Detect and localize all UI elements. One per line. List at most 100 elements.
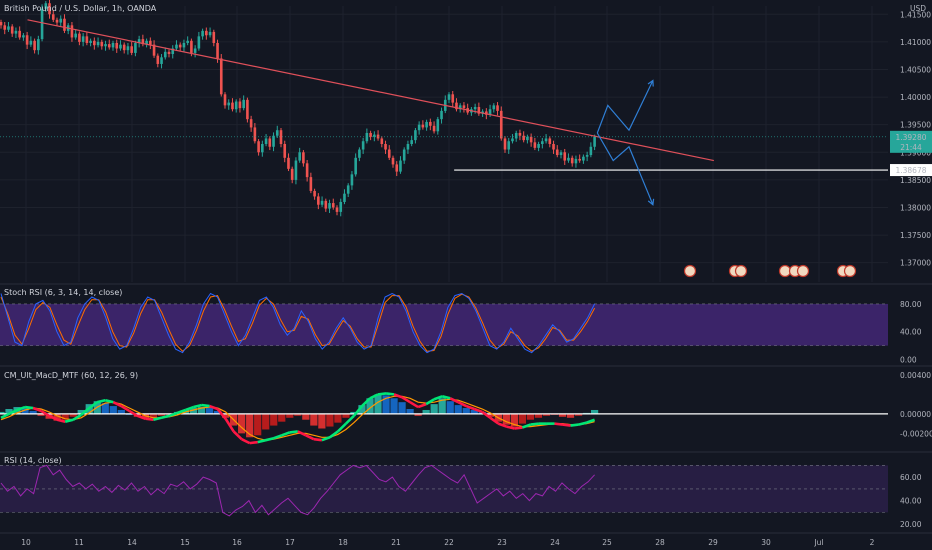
candle-body [463,105,466,108]
candle-body [52,14,55,20]
macd-histogram-bar [206,408,213,414]
time-tick-label: 16 [232,538,242,547]
candle-body [100,42,103,46]
candle-body [560,152,563,155]
candle-body [545,138,548,141]
candle-body [93,41,96,45]
time-tick-label: 10 [21,538,31,547]
macd-line-segment [571,425,579,426]
candle-body [310,177,313,191]
symbol-title[interactable]: British Pound / U.S. Dollar, 1h, OANDA [4,4,157,13]
macd-histogram-bar [318,414,325,429]
candle-body [407,144,410,150]
candle-body [384,144,387,150]
macd-line-segment [378,393,386,394]
candle-body [556,150,559,156]
candle-body [160,57,163,64]
candle-body [231,103,234,110]
macd-histogram-bar [398,402,405,414]
candle-body [295,161,298,180]
macd-title[interactable]: CM_Ult_MacD_MTF (60, 12, 26, 9) [4,371,138,380]
candle-body [541,141,544,144]
candle-body [26,35,29,44]
candle-body [242,100,245,108]
rsi-tick-label: 40.00 [900,497,922,506]
stoch-tick-label: 40.00 [900,328,922,337]
time-tick-label: 23 [497,538,507,547]
candle-body [209,32,212,35]
macd-histogram-bar [262,414,269,430]
candle-body [298,152,301,160]
candle-body [86,36,89,43]
candle-body [526,137,529,140]
candle-body [0,22,2,25]
candle-body [507,141,510,149]
candle-body [119,45,122,49]
candle-body [186,41,189,43]
candle-body [254,127,257,141]
time-tick-label: 15 [180,538,190,547]
candle-body [115,43,118,49]
candle-body [41,9,44,39]
candle-body [347,185,350,193]
candle-body [586,155,589,157]
macd-histogram-bar [302,414,309,420]
macd-histogram-bar [310,414,317,426]
time-tick-label: 25 [602,538,612,547]
candle-body [358,150,361,158]
candle-body [134,43,137,53]
candle-body [410,140,413,144]
macd-histogram-bar [390,398,397,414]
candle-body [15,31,18,34]
candle-body [205,31,208,35]
candle-body [149,41,152,45]
macd-line-segment [514,428,522,429]
candle-body [448,94,451,100]
time-tick-label: 24 [550,538,560,547]
candle-body [548,138,551,144]
candle-body [112,43,115,47]
macd-line-segment [250,442,258,443]
candle-body [156,56,159,64]
candle-body [313,191,316,197]
candle-body [582,157,585,161]
candle-body [351,174,354,185]
candle-body [268,138,271,146]
candle-body [287,158,290,169]
macd-line-segment [145,419,153,420]
candle-body [590,147,593,155]
candle-body [369,133,372,137]
candle-body [164,52,167,58]
time-tick-label: 21 [391,538,401,547]
stoch-rsi-title[interactable]: Stoch RSI (6, 3, 14, 14, close) [4,288,122,297]
macd-histogram-bar [406,409,413,414]
candle-body [37,39,40,50]
candle-body [212,32,215,43]
economic-event-icon [798,266,809,277]
candle-body [261,144,264,152]
candle-body [220,58,223,94]
candle-body [511,138,514,141]
candle-body [7,26,10,29]
price-tick-label: 1.38500 [900,176,931,185]
last-price-value: 1.39280 [895,133,926,142]
candle-body [239,101,242,108]
time-tick-label: 2 [870,538,875,547]
candle-body [201,31,204,37]
candle-body [194,49,197,53]
price-tick-label: 1.40000 [900,93,931,102]
candle-body [418,125,421,131]
rsi-title[interactable]: RSI (14, close) [4,456,62,465]
candle-body [380,138,383,144]
price-tick-label: 1.38000 [900,203,931,212]
price-tick-label: 1.37500 [900,231,931,240]
candle-body [168,52,171,54]
candle-body [425,122,428,128]
candle-body [343,194,346,202]
candle-body [246,100,249,119]
candle-body [306,163,309,177]
candle-body [530,137,533,143]
macd-tick-label: -0.00200 [900,429,932,438]
macd-tick-label: 0.00000 [900,410,931,419]
